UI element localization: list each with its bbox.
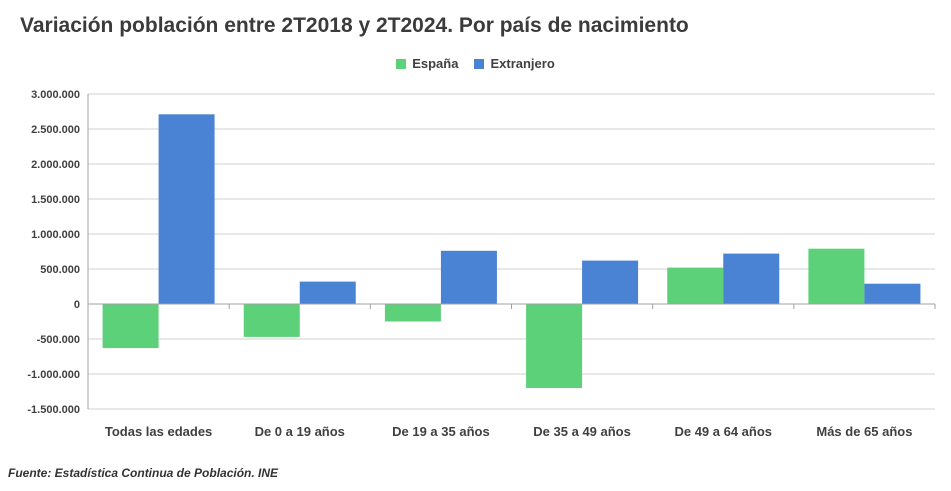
- bar-espana: [808, 248, 865, 304]
- x-tick-label: De 49 a 64 años: [674, 424, 772, 439]
- legend-swatch-espana: [396, 58, 407, 69]
- legend-label-extranjero: Extranjero: [490, 56, 555, 71]
- y-tick-label: -1.500.000: [27, 404, 80, 416]
- legend: España Extranjero: [0, 56, 951, 71]
- bar-extranjero: [582, 260, 639, 304]
- legend-swatch-extranjero: [474, 58, 485, 69]
- x-tick-label: De 0 a 19 años: [255, 424, 345, 439]
- x-tick-label: Más de 65 años: [816, 424, 912, 439]
- chart-title: Variación población entre 2T2018 y 2T202…: [20, 14, 689, 37]
- bar-extranjero: [158, 114, 215, 304]
- bar-espana: [526, 304, 583, 388]
- bar-espana: [102, 304, 159, 349]
- bar-extranjero: [864, 283, 921, 304]
- bar-extranjero: [440, 250, 497, 304]
- y-tick-label: 1.500.000: [31, 194, 80, 206]
- y-tick-label: 2.000.000: [31, 159, 80, 171]
- source-note: Fuente: Estadística Continua de Població…: [8, 466, 279, 480]
- bar-extranjero: [723, 253, 780, 304]
- x-tick-label: De 19 a 35 años: [392, 424, 490, 439]
- bar-espana: [243, 304, 300, 337]
- legend-label-espana: España: [412, 56, 459, 71]
- bar-espana: [667, 267, 724, 304]
- bar-extranjero: [299, 281, 356, 304]
- y-tick-label: 500.000: [40, 264, 80, 276]
- legend-item-extranjero: Extranjero: [474, 56, 555, 71]
- x-tick-label: Todas las edades: [105, 424, 212, 439]
- y-tick-label: 3.000.000: [31, 89, 80, 101]
- bar-espana: [384, 304, 441, 322]
- y-tick-label: -1.000.000: [27, 369, 80, 381]
- y-tick-label: 0: [74, 299, 80, 311]
- y-tick-label: -500.000: [37, 334, 80, 346]
- y-tick-label: 1.000.000: [31, 229, 80, 241]
- y-tick-label: 2.500.000: [31, 124, 80, 136]
- legend-item-espana: España: [396, 56, 458, 71]
- x-tick-label: De 35 a 49 años: [533, 424, 631, 439]
